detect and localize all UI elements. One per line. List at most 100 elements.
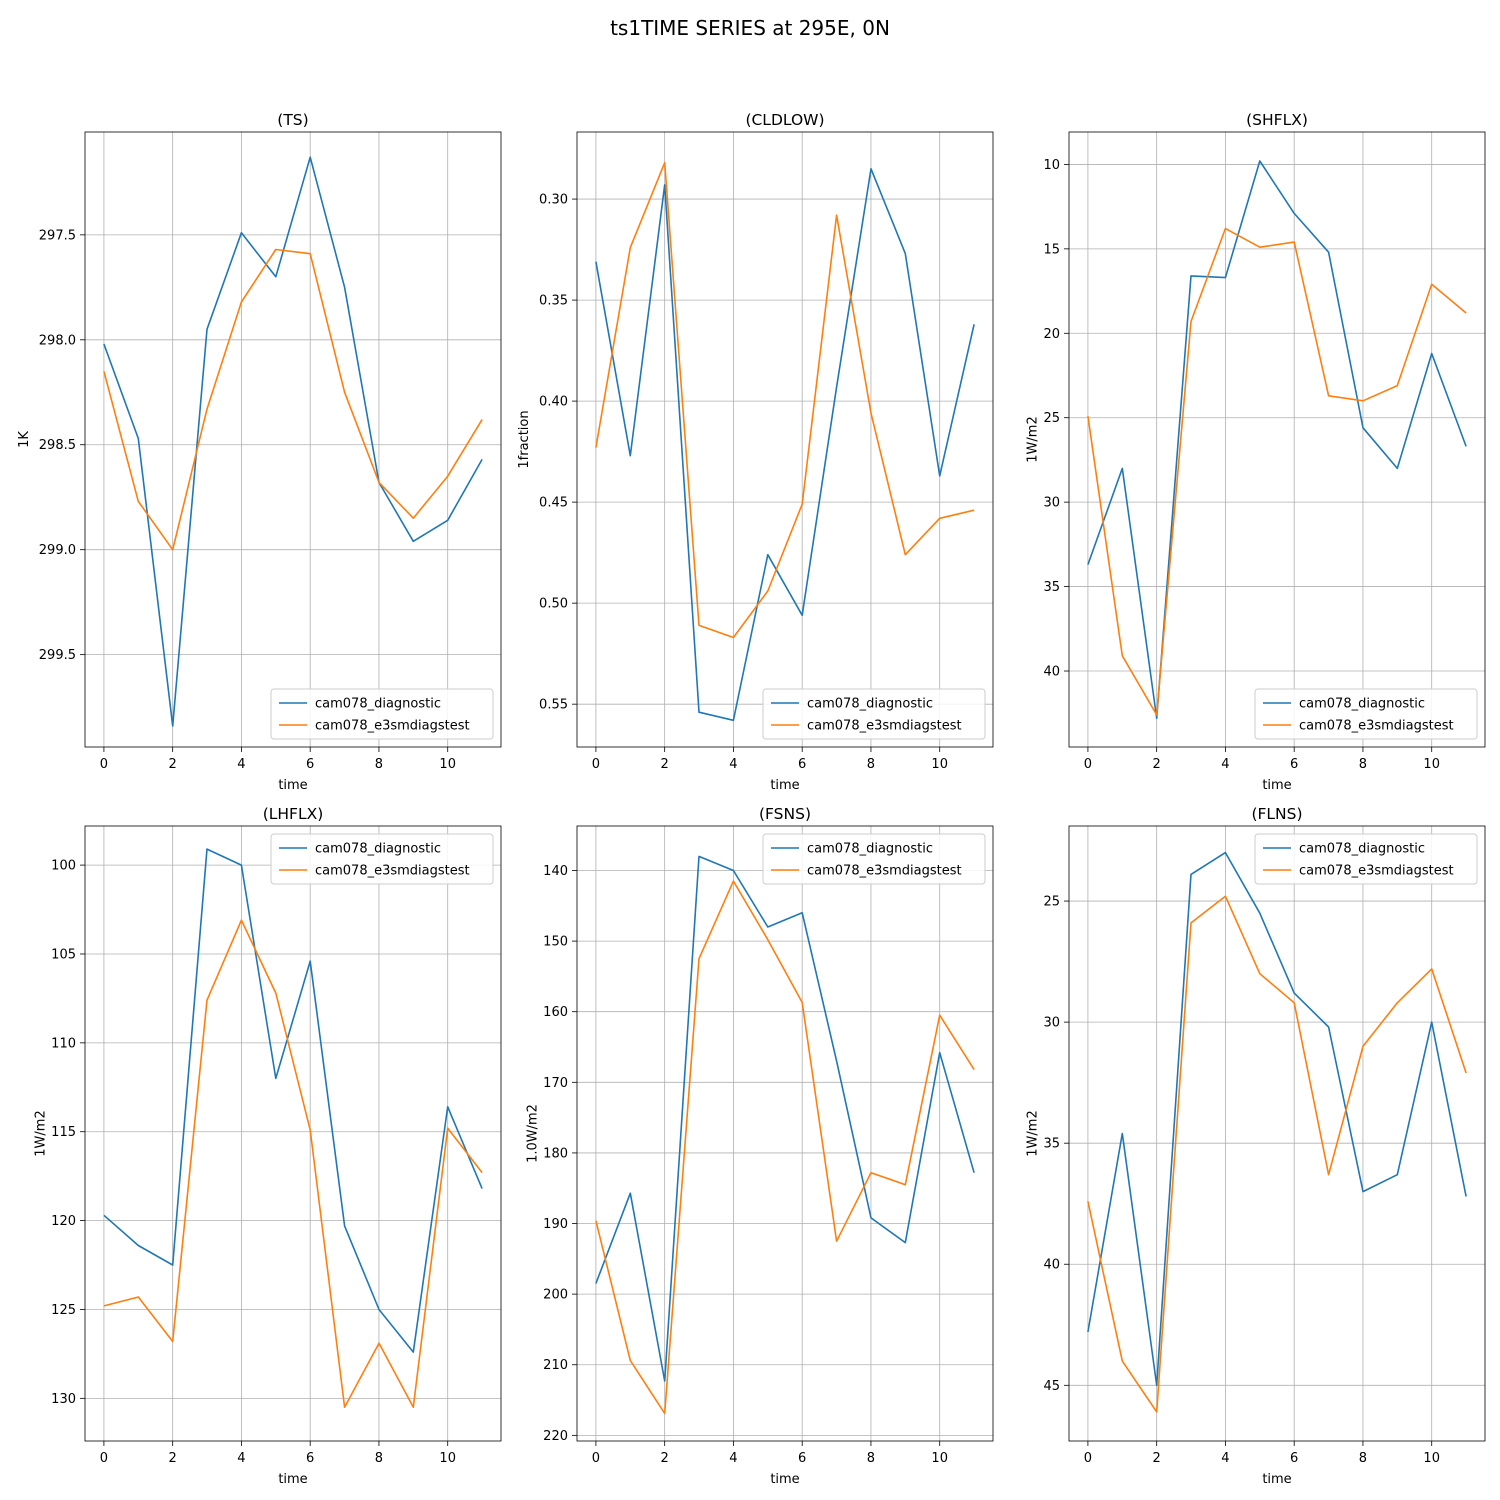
chart-panel: 0 2 4 6 8 10 140 150 160 170 180 190 200 210 220 (FSNS)… — [525, 805, 994, 1487]
axes-frame — [576, 131, 994, 748]
x-tick-label: 0 — [592, 757, 600, 772]
x-tick-label: 4 — [1221, 1451, 1229, 1466]
x-tick-label: 10 — [439, 1451, 456, 1466]
x-axis-label: time — [1262, 1472, 1291, 1487]
y-tick-label: 30 — [1043, 496, 1060, 511]
legend-label: cam078_e3smdiagstest — [1299, 719, 1454, 734]
series-line — [103, 848, 483, 1353]
y-axis-label: 1.0W/m2 — [525, 1104, 540, 1163]
y-tick-label: 35 — [1043, 1137, 1060, 1152]
legend-label: cam078_e3smdiagstest — [315, 864, 470, 879]
series-line — [595, 168, 975, 722]
y-tick-label: 0.55 — [539, 698, 568, 713]
y-tick-label: 200 — [543, 1288, 568, 1303]
chart-title: (CLDLOW) — [745, 111, 824, 129]
x-tick-label: 2 — [169, 757, 177, 772]
legend-box — [270, 688, 494, 740]
chart-title: (FSNS) — [759, 805, 811, 823]
y-tick-label: 180 — [543, 1146, 568, 1161]
y-tick-label: 115 — [51, 1125, 76, 1140]
y-tick-label: 298.0 — [39, 333, 76, 348]
x-tick-label: 8 — [1359, 1451, 1367, 1466]
legend-label: cam078_diagnostic — [1299, 842, 1425, 857]
x-tick-label: 10 — [1423, 1451, 1440, 1466]
legend-box — [762, 833, 986, 885]
y-axis-label: 1W/m2 — [33, 1110, 48, 1156]
y-tick-label: 40 — [1043, 1258, 1060, 1273]
series-line — [1087, 160, 1467, 720]
y-tick-label: 0.30 — [539, 193, 568, 208]
x-tick-label: 10 — [1423, 757, 1440, 772]
x-tick-label: 6 — [306, 757, 314, 772]
x-tick-label: 10 — [931, 757, 948, 772]
y-axis-label: 1W/m2 — [1026, 1110, 1041, 1156]
axes-frame — [1068, 825, 1486, 1442]
x-tick-label: 0 — [592, 1451, 600, 1466]
legend-box — [762, 688, 986, 740]
y-tick-label: 105 — [51, 947, 76, 962]
x-axis-label: time — [278, 1472, 307, 1487]
x-tick-label: 2 — [661, 757, 669, 772]
x-tick-label: 0 — [100, 757, 108, 772]
x-axis-label: time — [770, 778, 799, 793]
y-tick-label: 100 — [51, 859, 76, 874]
y-tick-label: 298.5 — [39, 438, 76, 453]
legend-box — [1254, 833, 1478, 885]
y-tick-label: 25 — [1043, 411, 1060, 426]
y-tick-label: 110 — [51, 1036, 76, 1051]
chart-panel: 0 2 4 6 8 10 0.30 0.35 0.40 0.45 0.50 0.55 (CLDLOW) t… — [517, 111, 994, 793]
y-tick-label: 0.45 — [539, 496, 568, 511]
x-tick-label: 8 — [867, 1451, 875, 1466]
x-tick-label: 4 — [1221, 757, 1229, 772]
series-line — [595, 880, 975, 1415]
y-tick-label: 299.0 — [39, 543, 76, 558]
y-tick-label: 220 — [543, 1429, 568, 1444]
chart-title: (TS) — [277, 111, 308, 129]
legend-label: cam078_diagnostic — [807, 697, 933, 712]
chart-panel: 0 2 4 6 8 10 10 15 20 25 30 35 40 (SHFLX) time 1W/m2 cam… — [1026, 111, 1486, 793]
y-tick-label: 0.50 — [539, 597, 568, 612]
legend: cam078_diagnostic cam078_e3smdiagstest — [762, 833, 986, 885]
x-tick-label: 2 — [1153, 757, 1161, 772]
x-tick-label: 2 — [169, 1451, 177, 1466]
legend-label: cam078_diagnostic — [315, 842, 441, 857]
series-line — [1087, 895, 1467, 1413]
y-tick-label: 130 — [51, 1392, 76, 1407]
x-axis-label: time — [1262, 778, 1291, 793]
series-line — [595, 855, 975, 1382]
y-tick-label: 190 — [543, 1217, 568, 1232]
series-line — [1087, 227, 1467, 716]
y-tick-label: 25 — [1043, 895, 1060, 910]
y-tick-label: 140 — [543, 864, 568, 879]
series-line — [103, 156, 483, 727]
y-axis-label: 1fraction — [517, 410, 532, 468]
y-tick-label: 125 — [51, 1303, 76, 1318]
x-tick-label: 6 — [306, 1451, 314, 1466]
x-tick-label: 0 — [1084, 757, 1092, 772]
x-tick-label: 0 — [100, 1451, 108, 1466]
chart-title: (SHFLX) — [1246, 111, 1308, 129]
legend-label: cam078_e3smdiagstest — [807, 864, 962, 879]
y-axis-label: 1K — [17, 431, 32, 448]
y-tick-label: 160 — [543, 1005, 568, 1020]
legend-label: cam078_diagnostic — [1299, 697, 1425, 712]
x-tick-label: 4 — [729, 757, 737, 772]
x-tick-label: 2 — [661, 1451, 669, 1466]
legend-label: cam078_e3smdiagstest — [1299, 864, 1454, 879]
x-tick-label: 8 — [375, 1451, 383, 1466]
legend-label: cam078_e3smdiagstest — [315, 719, 470, 734]
x-tick-label: 4 — [237, 1451, 245, 1466]
y-tick-label: 10 — [1043, 158, 1060, 173]
series-line — [1087, 851, 1467, 1387]
series-line — [103, 248, 483, 551]
y-tick-label: 45 — [1043, 1379, 1060, 1394]
y-tick-label: 15 — [1043, 242, 1060, 257]
y-tick-label: 210 — [543, 1358, 568, 1373]
x-tick-label: 10 — [439, 757, 456, 772]
x-tick-label: 0 — [1084, 1451, 1092, 1466]
y-tick-label: 150 — [543, 935, 568, 950]
x-tick-label: 6 — [798, 757, 806, 772]
x-tick-label: 6 — [1290, 1451, 1298, 1466]
x-tick-label: 4 — [729, 1451, 737, 1466]
y-tick-label: 40 — [1043, 665, 1060, 680]
